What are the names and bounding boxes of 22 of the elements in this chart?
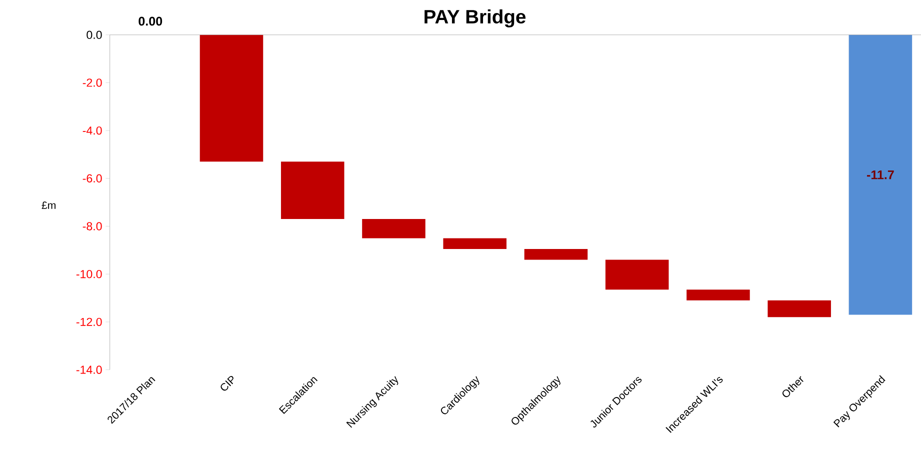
bar — [443, 238, 506, 250]
y-tick-label: -10.0 — [76, 270, 102, 278]
bar — [686, 290, 750, 301]
y-tick-label: -14.0 — [76, 366, 102, 374]
bar — [280, 162, 344, 220]
y-tick-label: -8.0 — [82, 222, 102, 230]
y-tick-label: 0.0 — [86, 30, 102, 40]
bar — [848, 34, 912, 315]
bar — [362, 219, 426, 238]
bar — [768, 300, 831, 318]
y-tick-label: -6.0 — [82, 174, 102, 183]
y-tick-label: -12.0 — [76, 318, 102, 326]
data-label: 0.00 — [138, 16, 162, 26]
bar — [200, 34, 264, 162]
y-axis-title: £m — [42, 202, 56, 210]
bar — [605, 260, 669, 290]
bar — [524, 249, 588, 260]
y-tick-label: -4.0 — [82, 126, 102, 135]
chart-title: PAY Bridge — [424, 9, 526, 28]
x-tick-label: CIP — [220, 376, 234, 391]
y-tick-label: -2.0 — [82, 78, 102, 87]
data-label: -11.7 — [866, 170, 894, 180]
